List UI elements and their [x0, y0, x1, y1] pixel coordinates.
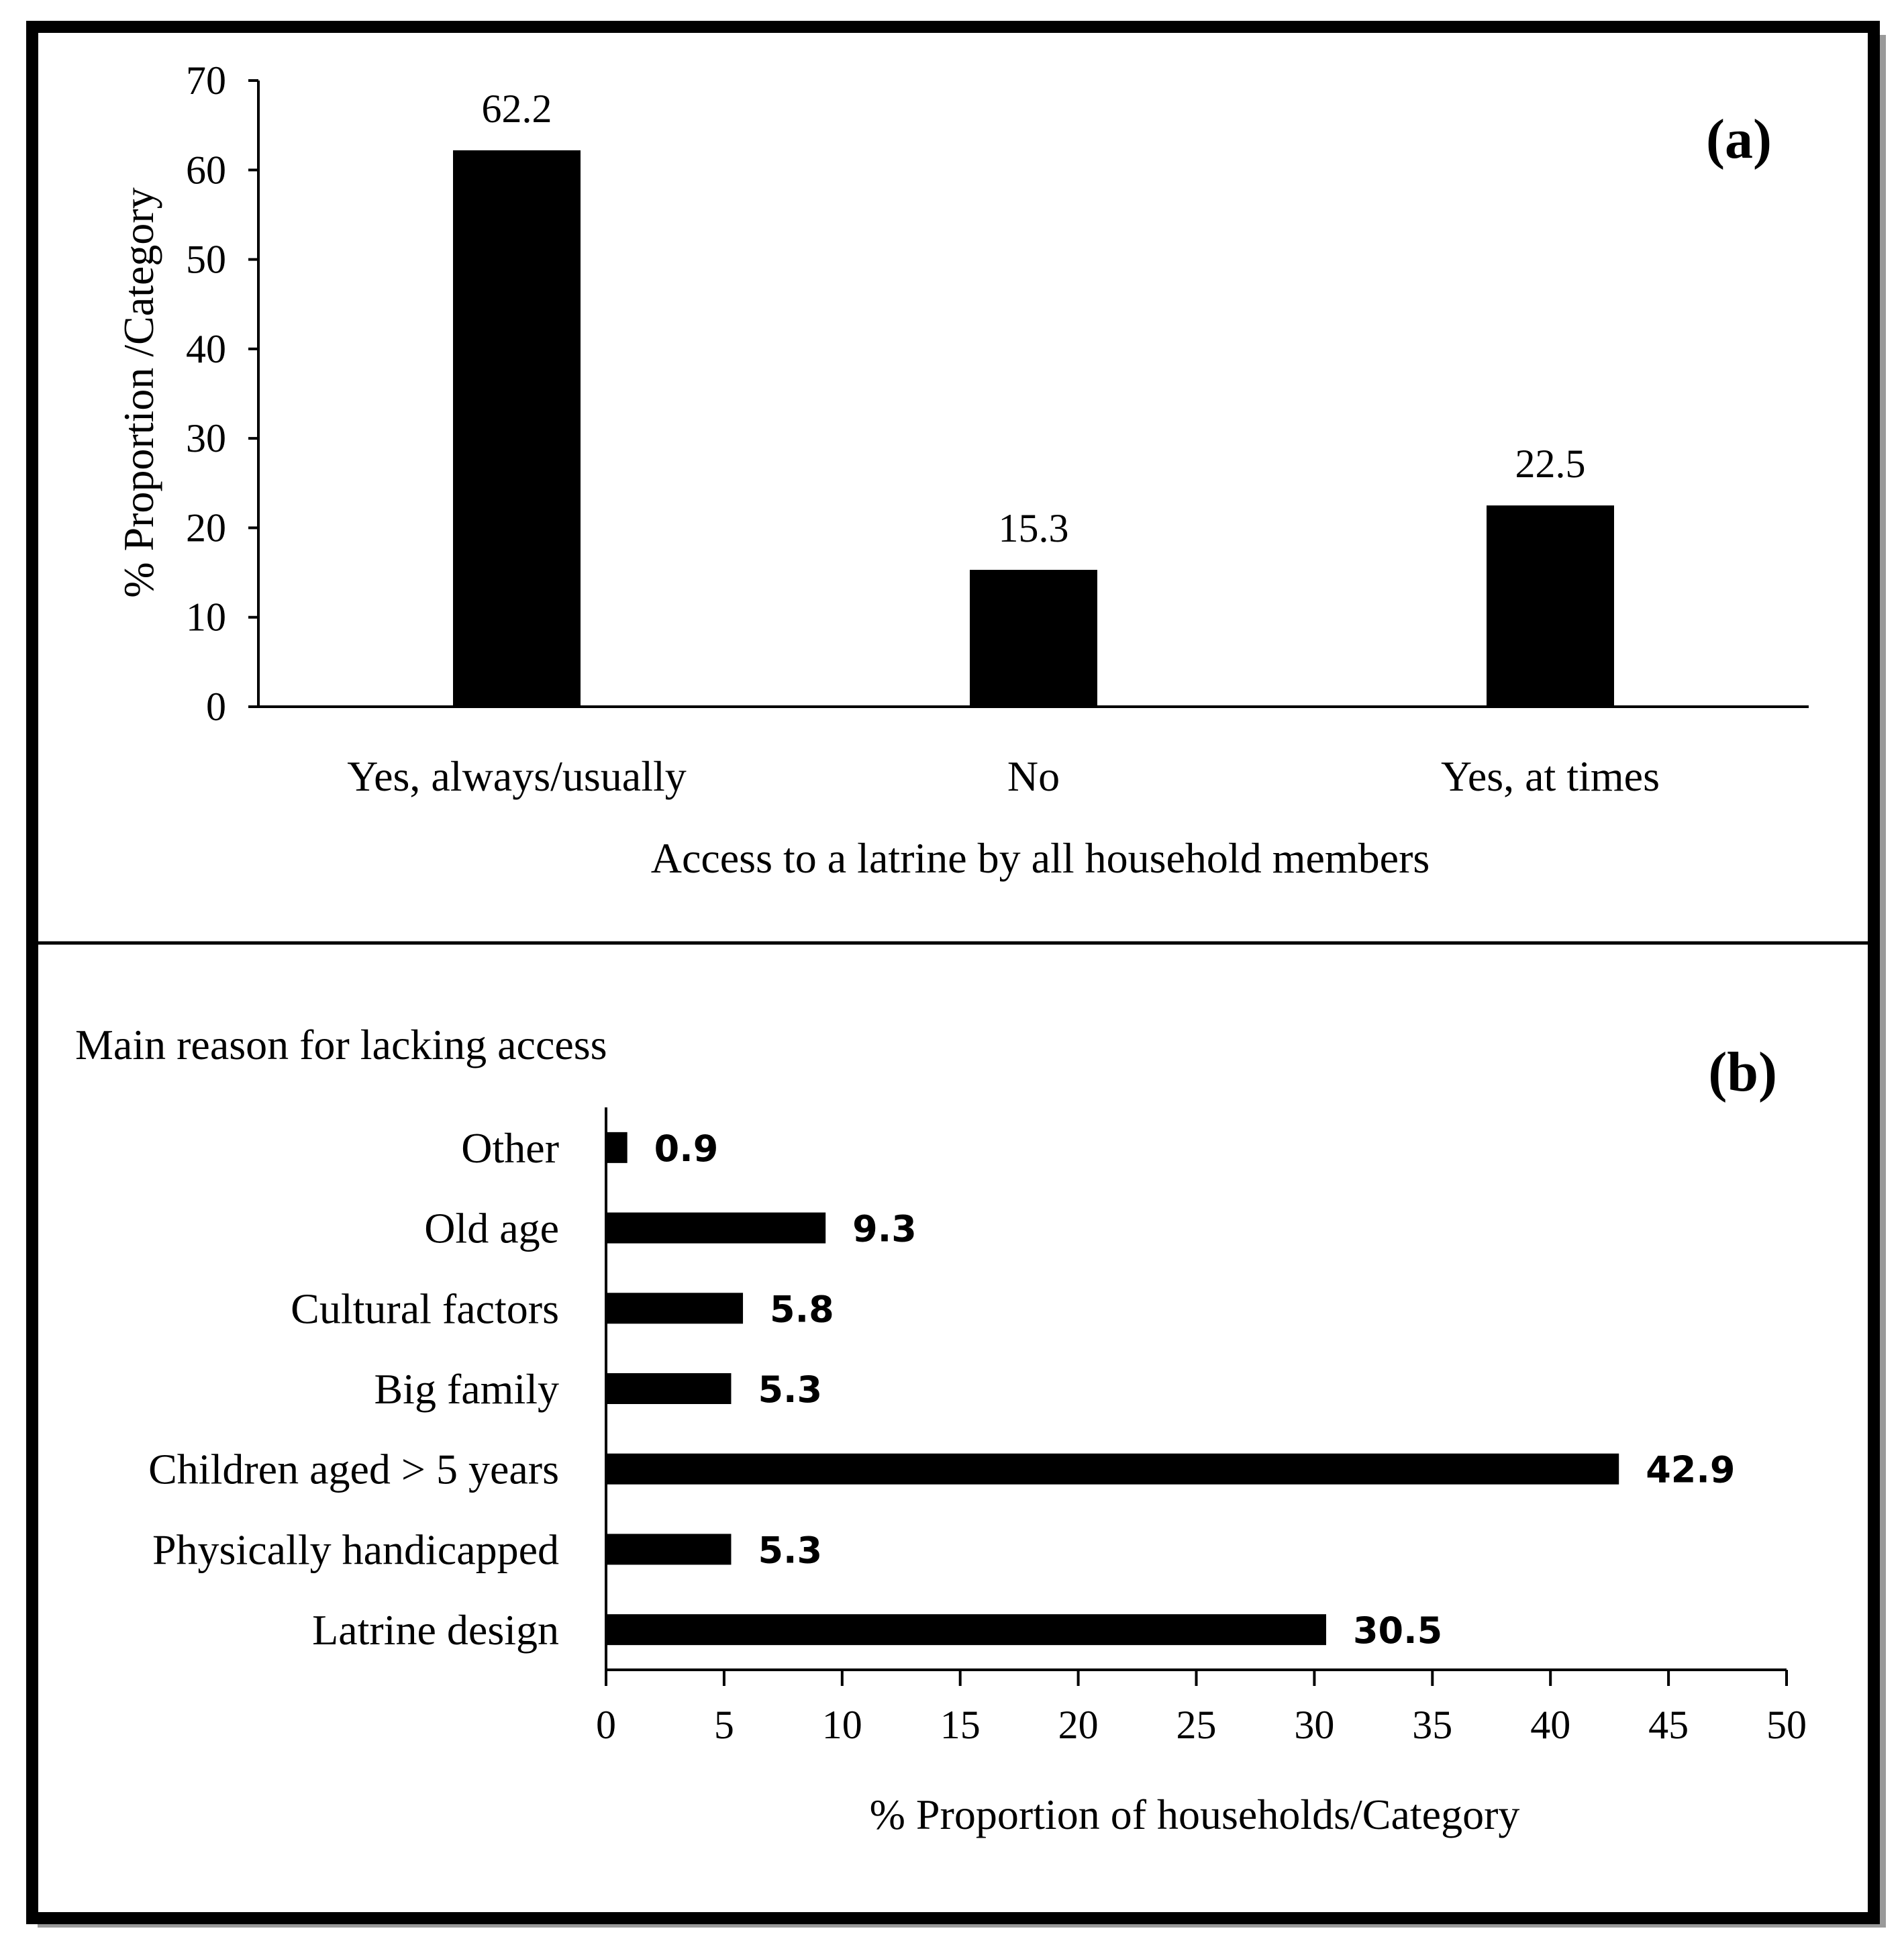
outer-frame	[26, 21, 1880, 1924]
panel-b-x-tick-label: 15	[940, 1703, 981, 1747]
panel-a-y-tick-label: 50	[186, 238, 226, 282]
panel-b-x-tick-label: 0	[596, 1703, 616, 1747]
panel-a-data-label: 15.3	[999, 506, 1069, 550]
panel-b-bar	[606, 1212, 826, 1244]
panel-a-x-axis-title: Access to a latrine by all household mem…	[651, 834, 1430, 882]
panel-a-y-axis-title: % Proportion /Category	[115, 187, 162, 597]
panel-b-category-label: Children aged > 5 years	[148, 1446, 559, 1493]
panel-a-y-tick-label: 40	[186, 327, 226, 371]
panel-b-title: Main reason for lacking access	[75, 1021, 607, 1068]
panel-a-chart: (a) % Proportion /Category 0 10 20 30 40 50 60…	[115, 58, 1809, 882]
panel-b-data-label: 5.3	[758, 1368, 822, 1411]
panel-b-x-tick-label: 20	[1058, 1703, 1099, 1747]
panel-b-category-label: Other	[461, 1124, 559, 1172]
panel-b-x-tick-label: 35	[1412, 1703, 1452, 1747]
panel-b-x-tick-label: 25	[1176, 1703, 1217, 1747]
panel-b-chart: Main reason for lacking access (b) 0.9 Ot…	[75, 1021, 1807, 1838]
panel-a-y-tick-label: 60	[186, 148, 226, 192]
panel-b-x-tick-label: 10	[822, 1703, 862, 1747]
panel-b-category-label: Latrine design	[312, 1606, 559, 1654]
panel-b-category-label: Physically handicapped	[152, 1526, 559, 1573]
panel-a-bar	[1487, 505, 1614, 707]
panel-b-label: (b)	[1708, 1041, 1777, 1103]
panel-b-data-label: 42.9	[1646, 1449, 1735, 1491]
panel-b-bar	[606, 1534, 732, 1565]
panel-b-bar	[606, 1373, 732, 1404]
panel-a-y-tick-label: 30	[186, 416, 226, 460]
panel-a-category-label: Yes, always/usually	[347, 752, 687, 800]
panel-a-y-tick-label: 10	[186, 595, 226, 640]
panel-a-bar	[453, 150, 581, 707]
panel-b-bar	[606, 1293, 744, 1324]
panel-b-bar	[606, 1132, 628, 1163]
panel-b-category-label: Old age	[424, 1205, 559, 1252]
panel-a-data-label: 22.5	[1515, 442, 1586, 486]
panel-b-category-label: Big family	[374, 1365, 559, 1413]
panel-b-data-label: 0.9	[654, 1128, 719, 1170]
panel-b-data-label: 5.8	[770, 1288, 834, 1330]
panel-a-category-label: Yes, at times	[1441, 752, 1660, 800]
panel-b-x-tick-label: 45	[1648, 1703, 1689, 1747]
panel-b-data-label: 9.3	[852, 1208, 917, 1250]
panel-a-y-tick-label: 0	[206, 685, 226, 729]
panel-b-x-tick-label: 50	[1766, 1703, 1807, 1747]
panel-a-bar	[970, 570, 1097, 707]
panel-b-bar	[606, 1453, 1619, 1485]
panel-a-data-label: 62.2	[482, 87, 552, 131]
panel-b-x-tick-label: 40	[1530, 1703, 1570, 1747]
panel-a-category-label: No	[1007, 752, 1060, 800]
panel-b-data-label: 30.5	[1353, 1609, 1442, 1652]
panel-b-x-tick-label: 5	[714, 1703, 734, 1747]
panel-a-y-tick-label: 70	[186, 58, 226, 103]
panel-a-label: (a)	[1706, 108, 1772, 170]
panel-b-bar	[606, 1614, 1326, 1646]
panel-b-x-axis-title: % Proportion of households/Category	[870, 1791, 1520, 1838]
panel-a-y-tick-label: 20	[186, 505, 226, 550]
panel-b-x-tick-label: 30	[1294, 1703, 1334, 1747]
panel-b-category-label: Cultural factors	[291, 1285, 559, 1332]
panel-b-data-label: 5.3	[758, 1529, 822, 1571]
